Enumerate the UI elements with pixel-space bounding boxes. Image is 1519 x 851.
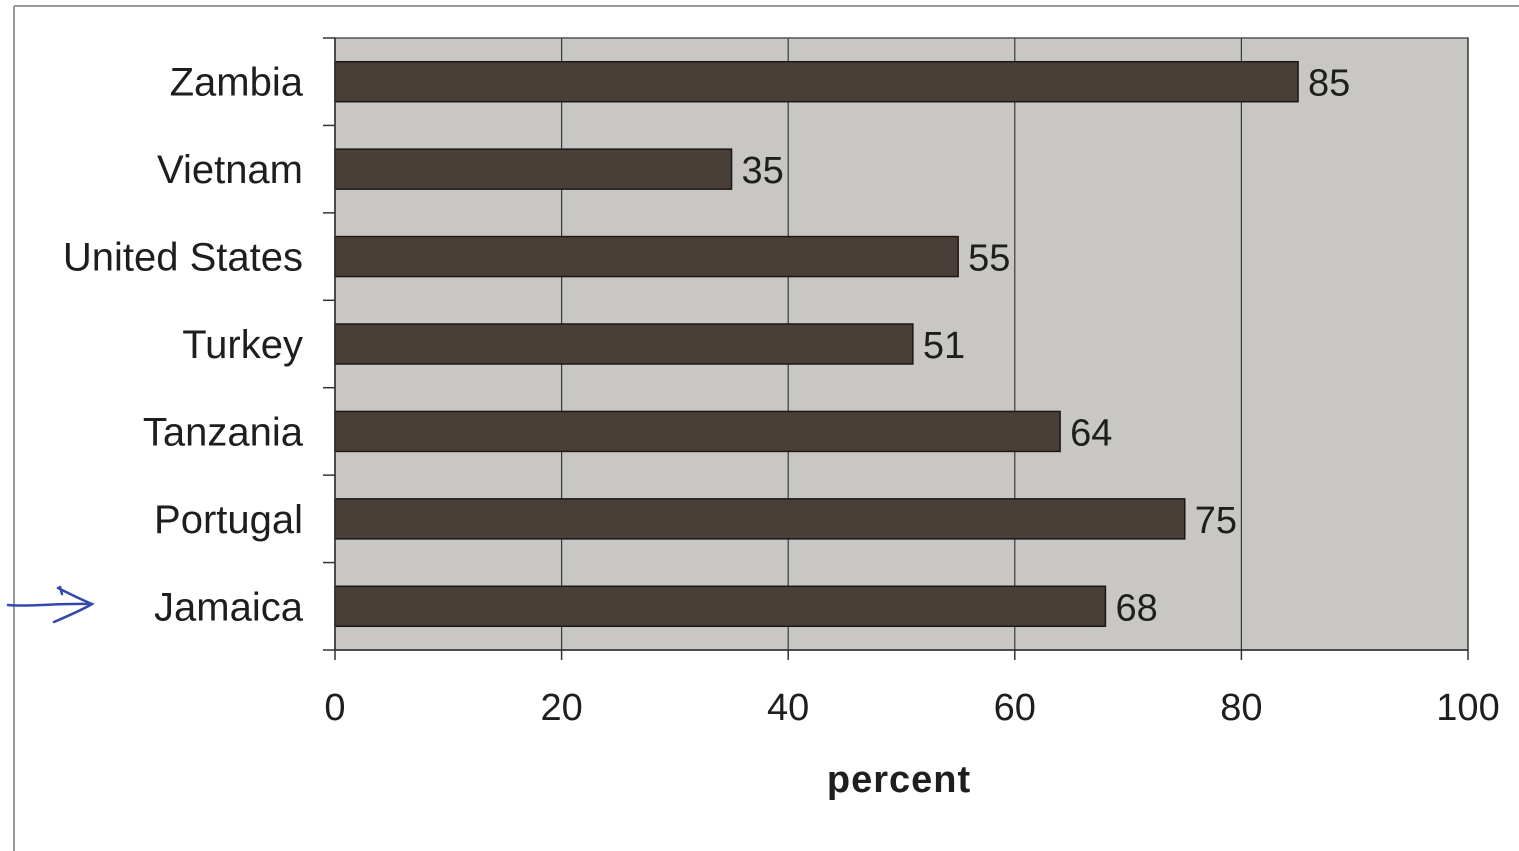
x-tick-label: 40 — [767, 687, 809, 729]
data-labels: 85 35 55 51 64 75 68 — [742, 63, 1351, 630]
category-label: Tanzania — [143, 410, 304, 454]
data-label: 68 — [1115, 587, 1157, 629]
data-label: 55 — [968, 238, 1010, 280]
category-label: Turkey — [182, 323, 303, 367]
bar-united-states — [334, 235, 959, 278]
bar-jamaica — [334, 585, 1107, 628]
bar-portugal — [334, 498, 1186, 540]
annotation-arrow-shaft — [6, 602, 94, 607]
data-label: 51 — [923, 325, 965, 367]
x-tick-label: 100 — [1436, 687, 1499, 729]
category-label: Portugal — [154, 498, 303, 542]
bar-turkey — [334, 323, 914, 365]
bar-zambia — [334, 60, 1299, 103]
bar-tanzania — [334, 410, 1061, 453]
data-label: 35 — [742, 150, 784, 192]
category-labels: Zambia Vietnam United States Turkey Tanzania… — [63, 61, 304, 630]
bars — [334, 60, 1299, 628]
x-tick-label: 80 — [1220, 687, 1262, 729]
x-tick-label: 60 — [994, 687, 1036, 729]
x-tick-label: 20 — [540, 687, 582, 729]
axes — [323, 37, 1469, 660]
category-label: Vietnam — [157, 148, 303, 192]
bar-vietnam — [334, 148, 733, 190]
annotation-arrow-head — [52, 586, 95, 624]
category-label: United States — [63, 236, 303, 280]
data-label: 75 — [1195, 500, 1237, 542]
x-tick-labels: 0 20 40 60 80 100 — [324, 687, 1499, 729]
data-label: 85 — [1308, 63, 1350, 105]
category-label: Zambia — [170, 61, 304, 105]
data-label: 64 — [1070, 412, 1112, 454]
annotation-arrow-tick — [58, 585, 64, 596]
x-tick-label: 0 — [324, 687, 345, 729]
arrow-annotation — [6, 585, 95, 624]
x-axis-title: percent — [827, 759, 971, 801]
category-label: Jamaica — [154, 585, 304, 629]
